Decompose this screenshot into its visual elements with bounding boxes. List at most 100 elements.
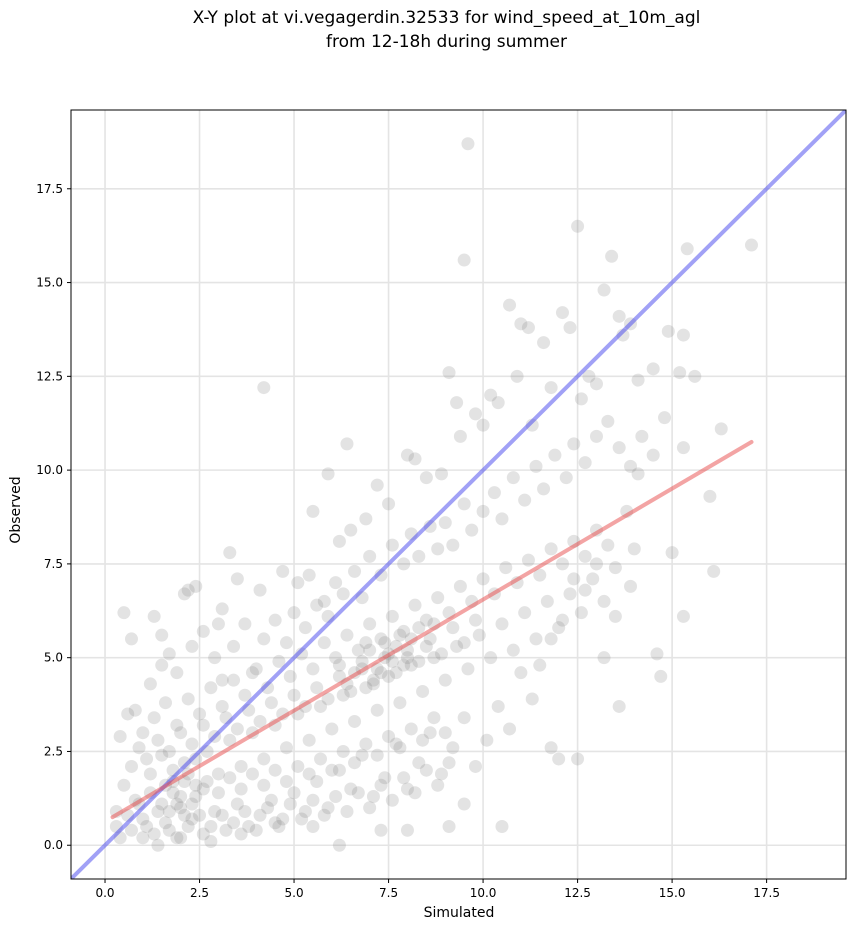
x-tick-label: 17.5 — [753, 886, 780, 900]
data-point — [249, 823, 263, 837]
data-point — [438, 726, 452, 740]
data-point — [227, 673, 241, 687]
data-point — [181, 583, 195, 597]
data-point — [348, 564, 362, 578]
data-point — [279, 741, 293, 755]
data-point — [359, 737, 373, 751]
data-point — [537, 336, 551, 350]
data-point — [147, 609, 161, 623]
data-point — [177, 587, 191, 601]
y-tick-label: 5.0 — [44, 651, 63, 665]
data-point — [321, 467, 335, 481]
data-point — [578, 456, 592, 470]
data-point — [612, 441, 626, 455]
data-point — [714, 422, 728, 436]
data-point — [416, 684, 430, 698]
data-point — [571, 752, 585, 766]
data-point — [476, 504, 490, 518]
data-point — [174, 789, 188, 803]
data-point — [340, 437, 354, 451]
data-point — [631, 373, 645, 387]
chart-title-line-1: X-Y plot at vi.vegagerdin.32533 for wind… — [192, 8, 701, 28]
y-tick-label: 10.0 — [36, 463, 63, 477]
data-point — [298, 804, 312, 818]
data-point — [503, 722, 517, 736]
data-point — [363, 801, 377, 815]
data-point — [321, 692, 335, 706]
data-point — [646, 362, 660, 376]
data-point — [680, 242, 694, 256]
data-point — [631, 467, 645, 481]
data-point — [385, 609, 399, 623]
data-point — [140, 752, 154, 766]
data-point — [397, 557, 411, 571]
data-point — [151, 804, 165, 818]
data-point — [540, 594, 554, 608]
data-point — [272, 654, 286, 668]
data-point — [453, 579, 467, 593]
data-point — [450, 396, 464, 410]
data-point — [434, 647, 448, 661]
data-point — [344, 523, 358, 537]
data-point — [412, 654, 426, 668]
data-point — [419, 639, 433, 653]
identity-line — [71, 110, 846, 879]
data-point — [676, 441, 690, 455]
data-point — [140, 819, 154, 833]
data-point — [181, 692, 195, 706]
data-point — [382, 729, 396, 743]
data-point — [533, 568, 547, 582]
data-point — [366, 789, 380, 803]
data-point — [385, 654, 399, 668]
data-point — [412, 756, 426, 770]
x-tick-label: 15.0 — [659, 886, 686, 900]
data-point — [174, 801, 188, 815]
data-point — [442, 756, 456, 770]
x-tick-label: 0.0 — [95, 886, 114, 900]
data-point — [408, 452, 422, 466]
data-point — [589, 377, 603, 391]
data-point — [279, 774, 293, 788]
data-point — [234, 759, 248, 773]
data-point — [287, 786, 301, 800]
data-point — [431, 778, 445, 792]
data-point — [457, 253, 471, 267]
data-point — [363, 617, 377, 631]
data-point — [465, 523, 479, 537]
data-point — [261, 801, 275, 815]
data-point — [291, 576, 305, 590]
data-point — [382, 497, 396, 511]
data-point — [223, 771, 237, 785]
data-point — [559, 471, 573, 485]
data-point — [204, 681, 218, 695]
data-point — [170, 797, 184, 811]
data-point — [306, 819, 320, 833]
data-point — [287, 688, 301, 702]
data-point — [215, 699, 229, 713]
y-axis-label: Observed — [8, 476, 24, 544]
data-point — [476, 572, 490, 586]
data-point — [159, 696, 173, 710]
data-point — [317, 636, 331, 650]
data-point — [321, 801, 335, 815]
data-point — [601, 538, 615, 552]
data-point — [215, 602, 229, 616]
data-point — [117, 606, 131, 620]
x-tick-label: 7.5 — [379, 886, 398, 900]
data-point — [227, 639, 241, 653]
data-point — [385, 793, 399, 807]
data-point — [151, 733, 165, 747]
data-point — [434, 767, 448, 781]
data-point — [484, 388, 498, 402]
data-point — [268, 613, 282, 627]
data-point — [461, 137, 475, 151]
data-point — [174, 726, 188, 740]
data-point — [665, 546, 679, 560]
data-point — [366, 673, 380, 687]
data-point — [419, 763, 433, 777]
data-point — [124, 759, 138, 773]
data-point — [264, 696, 278, 710]
data-point — [253, 714, 267, 728]
data-point — [215, 808, 229, 822]
